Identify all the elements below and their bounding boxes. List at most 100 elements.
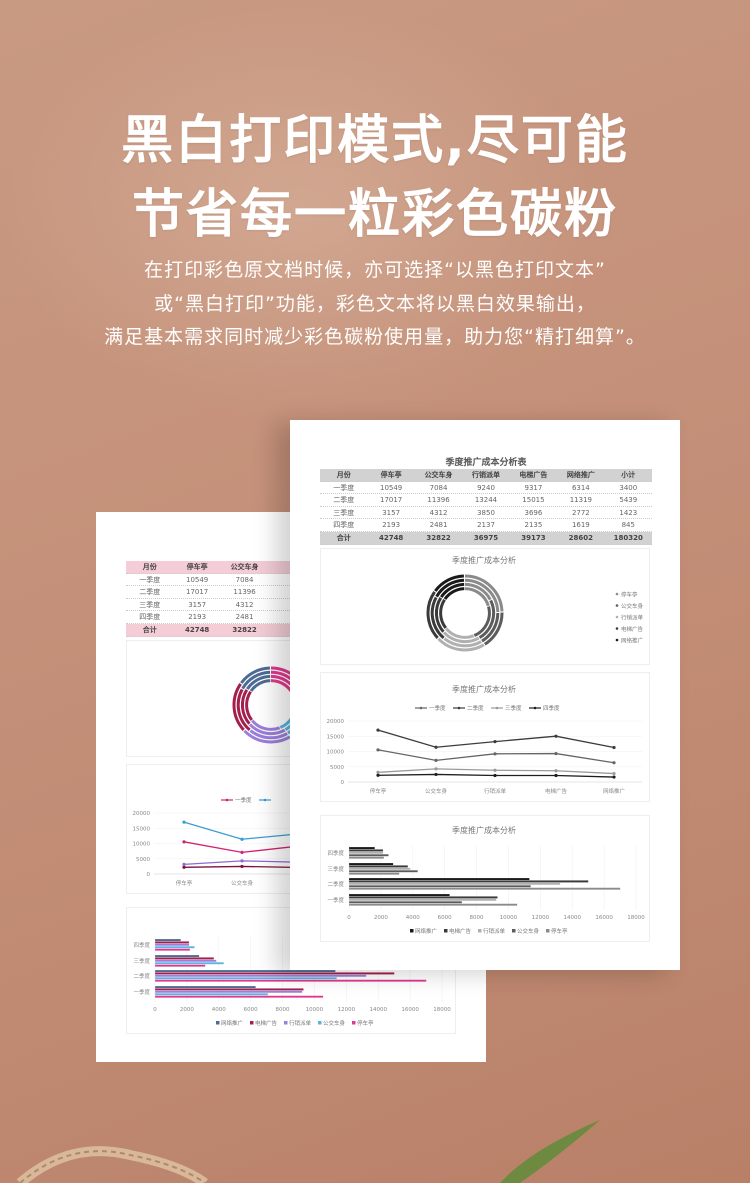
- donut-segment: [434, 596, 445, 633]
- bar: [154, 990, 303, 993]
- legend-marker: [352, 1021, 356, 1025]
- bar: [348, 851, 384, 854]
- donut-segment: [464, 578, 500, 613]
- y-category-label: 四季度: [327, 849, 344, 857]
- bar: [348, 877, 530, 881]
- line-legend-label: 四季度: [543, 704, 560, 712]
- y-category-label: 二季度: [133, 972, 150, 980]
- x-tick-label: 行销派单: [484, 787, 507, 795]
- table-cell: 四季度: [139, 613, 161, 622]
- line-point: [240, 859, 244, 863]
- line-legend-label: 三季度: [505, 704, 522, 712]
- legend-marker: [457, 706, 461, 710]
- x-tick-label: 公交车身: [425, 787, 448, 795]
- bar-chart-title: 季度推广成本分析: [452, 825, 516, 835]
- bar-legend-label: 行销派单: [289, 1019, 312, 1027]
- bar: [154, 946, 195, 949]
- bar: [348, 898, 497, 901]
- x-tick-label: 2000: [180, 1007, 194, 1013]
- y-category-label: 三季度: [327, 865, 344, 873]
- column-header: 网络推广: [566, 471, 595, 479]
- donut-segment: [241, 670, 271, 690]
- legend-marker: [615, 615, 619, 619]
- line-point: [612, 761, 616, 765]
- legend-marker: [615, 604, 619, 607]
- bar-legend-label: 公交车身: [517, 927, 540, 935]
- table-row: 二季度 17017 11396 13244 15015 11319 5439: [320, 494, 652, 507]
- y-category-label: 四季度: [133, 941, 150, 949]
- line-legend-label: 一季度: [235, 796, 252, 804]
- donut-segment: [430, 596, 445, 640]
- x-tick-label: 14000: [369, 1007, 387, 1013]
- total-cell: 42748: [378, 533, 404, 542]
- green-leaf-decoration: [500, 1120, 600, 1183]
- donut-legend-label: 行销派单: [621, 614, 644, 622]
- line-point: [493, 773, 497, 778]
- table-cell: 845: [621, 521, 635, 530]
- table-cell: 1423: [619, 508, 638, 517]
- legend-marker: [419, 706, 423, 710]
- legend-marker: [318, 1021, 322, 1025]
- donut-legend-label: 停车亭: [621, 591, 638, 599]
- y-tick-label: 10000: [327, 750, 345, 756]
- table-cell: 3850: [477, 508, 495, 517]
- table-cell: 三季度: [333, 508, 355, 517]
- table-cell: 1619: [571, 521, 590, 530]
- table-cell: 2481: [235, 613, 254, 622]
- column-header: 停车亭: [380, 471, 402, 479]
- table-cell: 2193: [188, 613, 207, 622]
- line-point: [434, 772, 438, 777]
- column-header: 停车亭: [186, 563, 208, 571]
- bar-legend-label: 停车亭: [551, 927, 568, 935]
- x-tick-label: 停车亭: [176, 879, 193, 887]
- line-point: [182, 820, 186, 824]
- woven-basket-decoration: [16, 1146, 208, 1183]
- y-category-label: 三季度: [133, 957, 150, 965]
- table-cell: 2772: [571, 508, 590, 517]
- table-cell: 10549: [379, 483, 403, 492]
- donut-segment: [251, 719, 281, 731]
- x-tick-label: 0: [153, 1007, 157, 1013]
- bar: [154, 988, 304, 991]
- x-tick-label: 4000: [406, 915, 420, 921]
- table-cell: 11396: [427, 496, 450, 505]
- donut-segment: [243, 729, 291, 744]
- x-tick-label: 停车亭: [370, 787, 387, 795]
- table-cell: 2193: [382, 521, 401, 530]
- x-tick-label: 16000: [401, 1007, 419, 1013]
- bar-legend-label: 网络推广: [221, 1019, 244, 1027]
- total-cell: 28602: [568, 533, 594, 542]
- total-cell: 42748: [184, 625, 210, 634]
- legend-marker: [533, 706, 537, 710]
- table-cell: 3400: [619, 483, 638, 492]
- cost-table: 月份 停车亭 公交车身 行销派单 电梯广告 网络推广 小计 一季度 10549 7084 9240 9…: [320, 469, 652, 545]
- y-tick-label: 0: [147, 872, 151, 878]
- table-cell: 7084: [429, 483, 448, 492]
- x-tick-label: 8000: [276, 1007, 290, 1013]
- line-point: [182, 862, 186, 866]
- legend-marker: [444, 929, 448, 933]
- line-point: [554, 773, 558, 778]
- x-tick-label: 10000: [500, 915, 518, 921]
- bar: [348, 882, 561, 885]
- bar: [154, 977, 337, 980]
- donut-segment: [483, 612, 504, 646]
- table-cell: 4312: [235, 600, 254, 609]
- column-header: 月份: [142, 563, 157, 571]
- table-cell: 11319: [569, 496, 592, 505]
- line-legend-label: 二季度: [467, 704, 484, 712]
- legend-marker: [615, 638, 619, 642]
- donut-segment: [439, 598, 447, 629]
- y-category-label: 二季度: [327, 880, 344, 888]
- x-tick-label: 10000: [306, 1007, 324, 1013]
- line-point: [240, 837, 244, 841]
- bar-legend-label: 停车亭: [357, 1019, 374, 1027]
- line-point: [240, 864, 244, 869]
- table-total-row: 合计 42748 32822 36975 39173 28602 180320: [320, 531, 652, 545]
- legend-marker: [284, 1021, 288, 1025]
- bar: [348, 865, 409, 868]
- table-cell: 三季度: [139, 600, 161, 609]
- legend-marker: [495, 706, 499, 710]
- line-point: [612, 745, 616, 750]
